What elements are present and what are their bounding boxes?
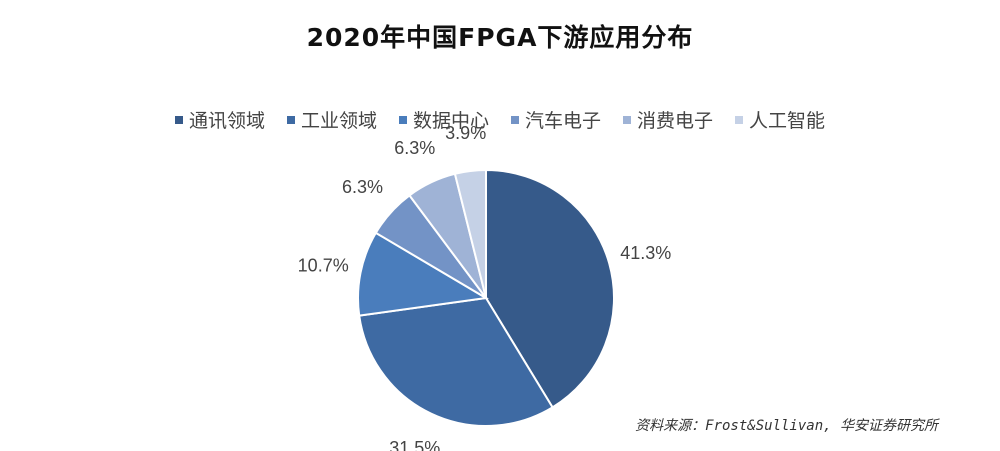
legend-label: 消费电子 xyxy=(637,110,714,132)
slice-data-label: 41.3% xyxy=(620,243,671,263)
source-note: 资料来源：Frost&Sullivan, 华安证券研究所 xyxy=(635,418,938,434)
legend-label: 汽车电子 xyxy=(525,110,602,132)
slice-data-label: 6.3% xyxy=(342,177,383,197)
legend-swatch xyxy=(286,115,295,124)
legend-label: 通讯领域 xyxy=(188,110,265,132)
legend-label: 工业领域 xyxy=(300,110,377,132)
slice-data-label: 10.7% xyxy=(298,255,349,275)
slice-data-label: 6.3% xyxy=(394,138,435,158)
legend-swatch xyxy=(398,115,407,124)
slice-data-label: 3.9% xyxy=(445,123,486,143)
legend-item: 汽车电子 xyxy=(511,106,601,133)
chart-legend: 通讯领域 工业领域 数据中心 汽车电子 消费电子 人工智能 xyxy=(0,106,1000,133)
pie-slice xyxy=(358,296,554,427)
legend-item: 工业领域 xyxy=(286,106,377,133)
legend-swatch xyxy=(174,115,183,124)
legend-swatch xyxy=(623,115,632,124)
legend-item: 人工智能 xyxy=(735,106,825,133)
legend-swatch xyxy=(511,115,519,124)
legend-item: 消费电子 xyxy=(623,106,713,133)
pie-slice xyxy=(485,168,615,409)
legend-swatch xyxy=(735,115,744,124)
pie-slice xyxy=(453,168,487,299)
pie-slice xyxy=(357,231,489,317)
legend-item: 通讯领域 xyxy=(174,106,265,133)
legend-label: 数据中心 xyxy=(412,110,489,132)
legend-label: 人工智能 xyxy=(749,110,826,132)
legend-item: 数据中心 xyxy=(398,106,489,133)
chart-title: 2020年中国FPGA下游应用分布 xyxy=(306,23,694,52)
slice-data-label: 31.5% xyxy=(389,438,440,451)
